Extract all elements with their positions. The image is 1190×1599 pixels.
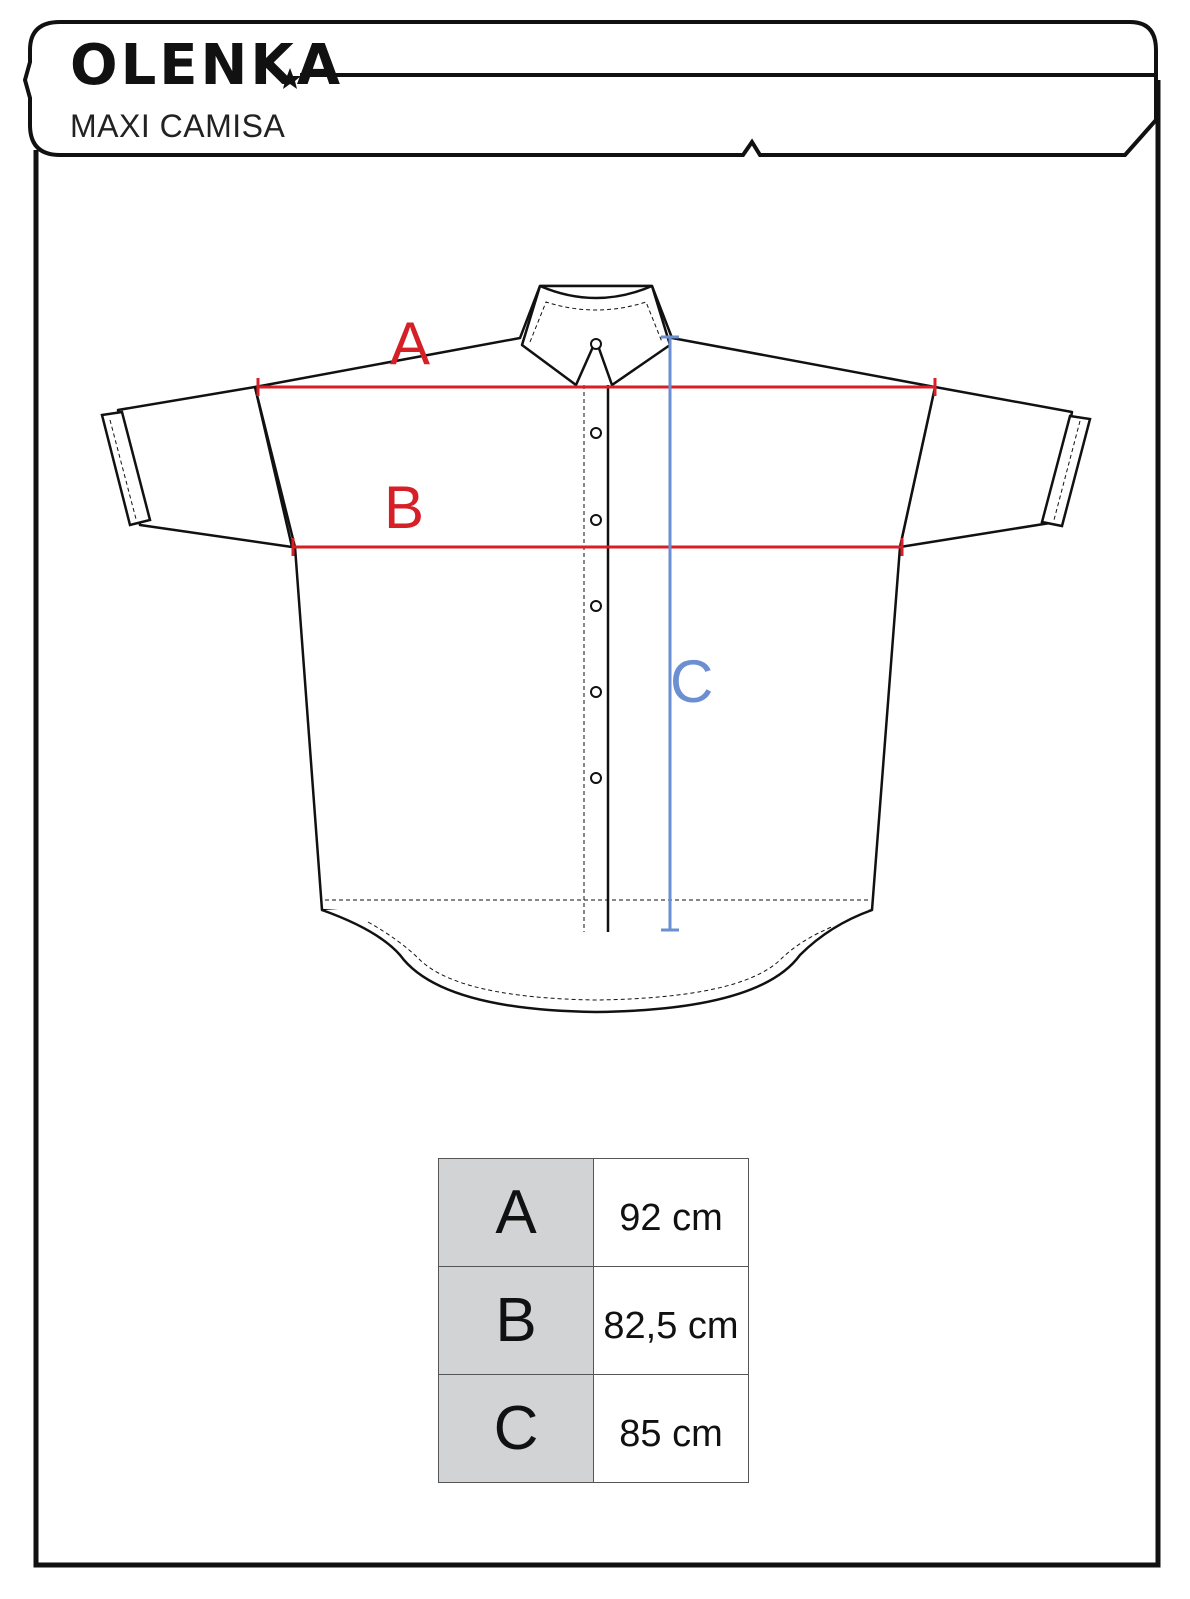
size-table: A 92 cm B 82,5 cm C 85 cm (438, 1158, 749, 1483)
table-row: A 92 cm (439, 1159, 749, 1267)
brand-logo: OLENKA (70, 38, 343, 94)
button (591, 339, 601, 349)
size-key: B (439, 1267, 594, 1375)
label-c: C (670, 652, 713, 712)
button (591, 601, 601, 611)
button (591, 428, 601, 438)
size-value: 85 cm (594, 1375, 749, 1483)
button (591, 515, 601, 525)
size-value: 82,5 cm (594, 1267, 749, 1375)
shirt-hem (322, 910, 872, 1012)
size-value: 92 cm (594, 1159, 749, 1267)
table-row: B 82,5 cm (439, 1267, 749, 1375)
shirt-outline (118, 286, 1072, 1012)
button (591, 687, 601, 697)
size-key: A (439, 1159, 594, 1267)
size-key: C (439, 1375, 594, 1483)
table-row: C 85 cm (439, 1375, 749, 1483)
label-b: B (384, 478, 424, 538)
button (591, 773, 601, 783)
label-a: A (390, 314, 430, 374)
product-title: MAXI CAMISA (70, 108, 285, 145)
